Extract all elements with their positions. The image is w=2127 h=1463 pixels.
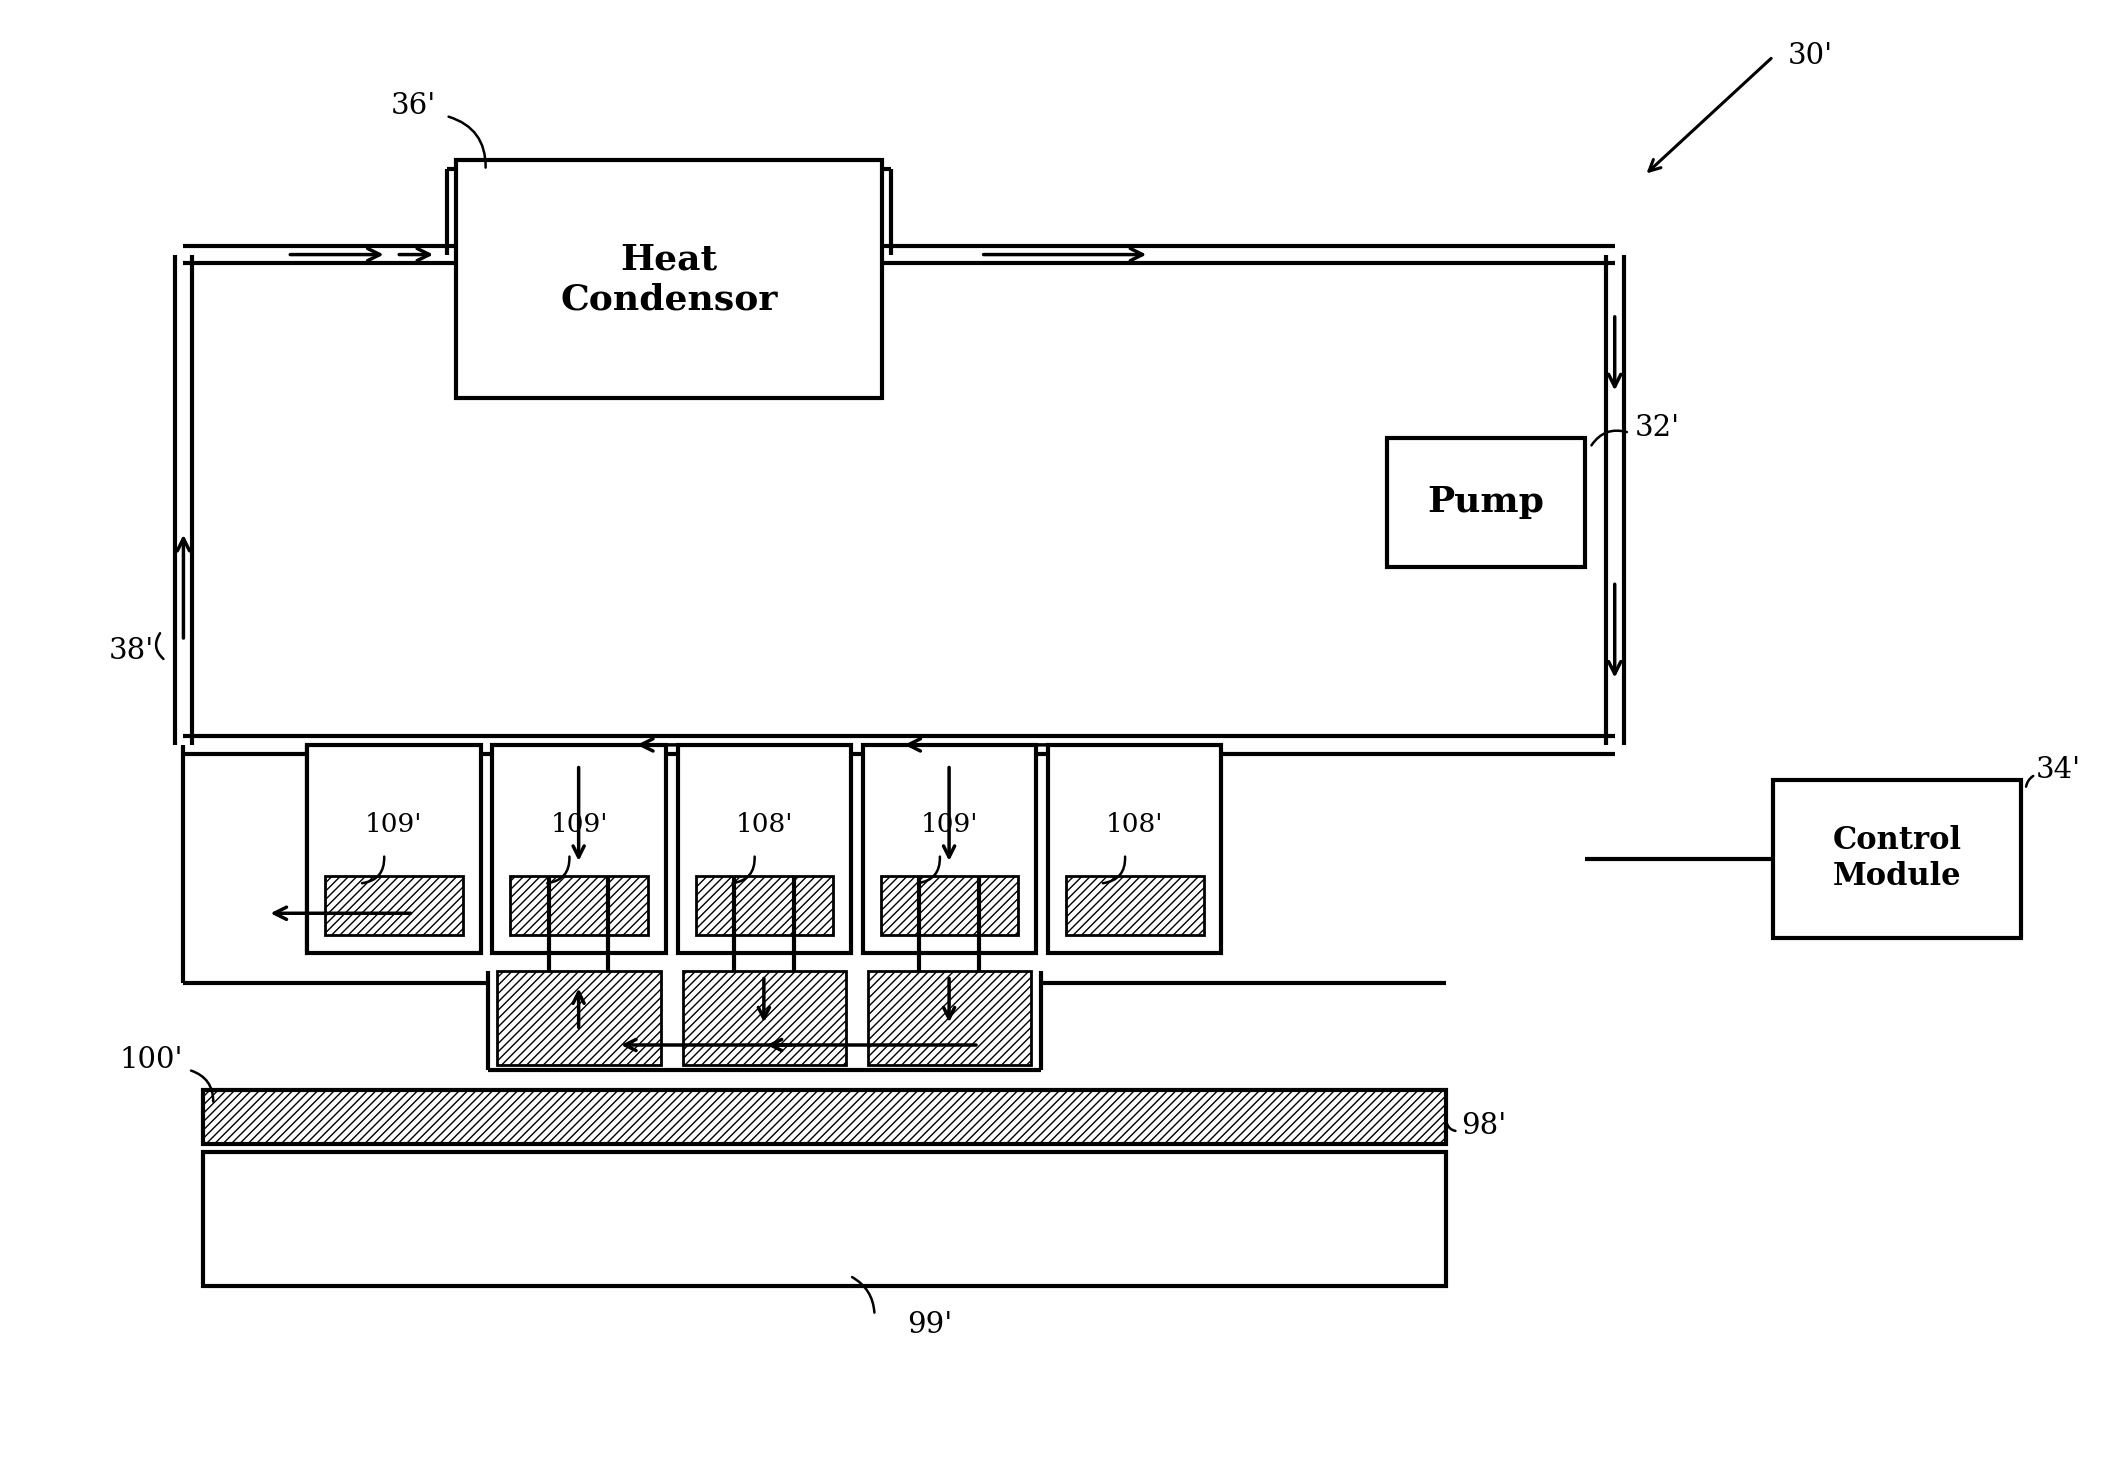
Bar xyxy=(204,1090,1446,1144)
Text: 30': 30' xyxy=(1789,41,1833,70)
Bar xyxy=(683,971,847,1065)
Text: 34': 34' xyxy=(2036,755,2080,784)
Bar xyxy=(204,1151,1446,1286)
Bar xyxy=(868,971,1032,1065)
Text: 108': 108' xyxy=(736,812,793,837)
Text: Pump: Pump xyxy=(1427,486,1544,519)
Text: 108': 108' xyxy=(1106,812,1163,837)
Bar xyxy=(864,745,1036,952)
Text: 36': 36' xyxy=(391,92,436,120)
Text: 38': 38' xyxy=(108,636,153,664)
Text: 109': 109' xyxy=(551,812,608,837)
Text: Heat
Condensor: Heat Condensor xyxy=(559,243,778,316)
Bar xyxy=(510,876,649,935)
Bar xyxy=(1049,745,1221,952)
Text: 109': 109' xyxy=(366,812,423,837)
Bar xyxy=(498,971,661,1065)
Bar xyxy=(696,876,834,935)
Bar xyxy=(325,876,464,935)
Bar xyxy=(881,876,1019,935)
Bar xyxy=(1066,876,1204,935)
Text: 32': 32' xyxy=(1634,414,1680,442)
Bar xyxy=(679,745,851,952)
Bar xyxy=(1387,437,1585,566)
Bar xyxy=(493,745,666,952)
Text: Control
Module: Control Module xyxy=(1833,825,1961,892)
Bar xyxy=(306,745,481,952)
Text: 99': 99' xyxy=(906,1311,953,1339)
Bar xyxy=(1774,780,2021,938)
Text: 100': 100' xyxy=(119,1046,183,1074)
Bar xyxy=(455,161,883,398)
Text: 109': 109' xyxy=(921,812,978,837)
Text: 98': 98' xyxy=(1461,1112,1506,1140)
